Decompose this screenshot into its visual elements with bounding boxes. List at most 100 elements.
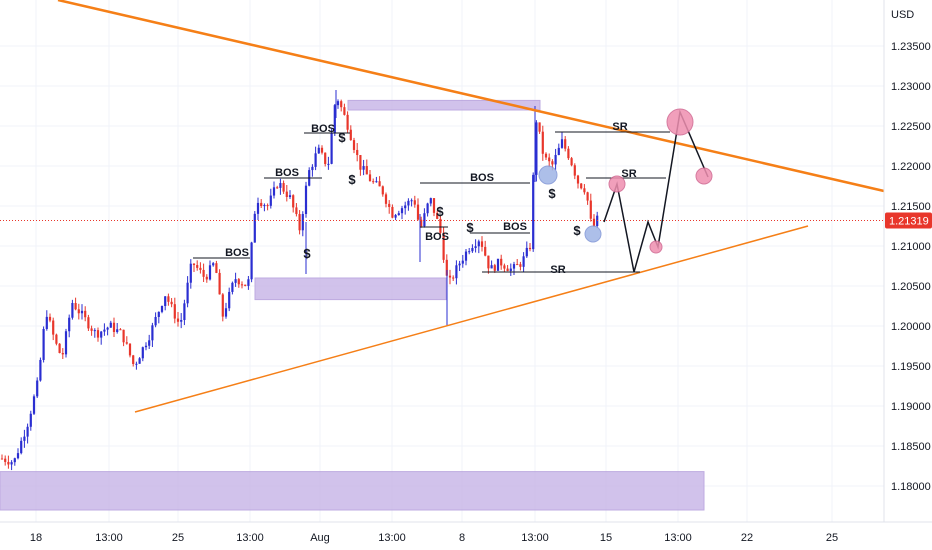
candle-body	[544, 153, 548, 158]
candle-body	[263, 205, 266, 207]
candle-body	[13, 458, 16, 463]
candle-body	[215, 263, 218, 273]
candle-body	[202, 269, 205, 277]
candle-body	[583, 188, 586, 193]
candle-body	[500, 258, 503, 266]
candle-body	[346, 114, 349, 130]
x-tick-label: 25	[826, 532, 838, 544]
candle-body	[231, 282, 234, 292]
candle-body	[487, 255, 490, 269]
candle-body	[480, 241, 484, 247]
candle-body	[39, 359, 42, 381]
y-tick-label: 1.21500	[891, 201, 931, 213]
candle-body	[557, 147, 560, 155]
candle-body	[189, 263, 192, 283]
y-tick-label: 1.22500	[891, 121, 931, 133]
y-tick-label: 1.20000	[891, 321, 931, 333]
candle-body	[548, 157, 551, 162]
candle-body	[0, 458, 4, 460]
candle-body	[212, 263, 215, 266]
candle-body	[388, 203, 391, 207]
candle-body	[234, 279, 237, 283]
candle-body	[333, 105, 336, 133]
candle-body	[144, 345, 148, 348]
x-tick-label: Aug	[310, 532, 330, 544]
bos-label: BOS	[311, 123, 335, 135]
candle-body	[68, 317, 71, 332]
candle-body	[452, 277, 455, 279]
candle-body	[503, 265, 506, 269]
candle-body	[55, 334, 58, 344]
candle-body	[247, 279, 250, 286]
liquidity-circle	[666, 108, 694, 136]
candle-body	[237, 279, 240, 285]
candle-body	[298, 214, 301, 231]
candle-body	[157, 311, 160, 317]
candle-body	[535, 122, 538, 175]
ascending-trendline	[134, 225, 809, 413]
candle-body	[439, 218, 442, 233]
supply-demand-zones	[0, 99, 705, 511]
candle-body	[512, 264, 516, 269]
zone	[254, 277, 447, 301]
y-tick-label: 1.19000	[891, 401, 931, 413]
descending-trendline	[57, 0, 885, 193]
candle-body	[317, 147, 320, 154]
candle-body	[340, 101, 343, 108]
candle-body	[477, 241, 480, 247]
candle-body	[560, 139, 564, 148]
candle-body	[106, 327, 109, 330]
candle-body	[48, 316, 52, 321]
candle-body	[564, 139, 567, 149]
candle-body	[330, 132, 333, 164]
candle-body	[228, 291, 231, 309]
candle-body	[224, 308, 228, 317]
candle-body	[260, 202, 263, 206]
candle-body	[432, 198, 436, 213]
candle-body	[448, 275, 452, 278]
y-tick-label: 1.18500	[891, 441, 931, 453]
candle-body	[141, 347, 144, 359]
x-tick-label: 22	[741, 532, 753, 544]
candle-body	[295, 207, 298, 215]
candle-body	[400, 208, 404, 214]
candle-body	[80, 310, 84, 314]
x-tick-label: 13:00	[664, 532, 692, 544]
candle-body	[135, 363, 138, 365]
candle-body	[282, 183, 285, 192]
candle-body	[372, 181, 375, 183]
candle-body	[32, 396, 36, 414]
dollar-label: $	[338, 130, 346, 145]
candle-body	[100, 331, 103, 338]
candle-body	[365, 166, 368, 175]
candle-body	[77, 309, 80, 314]
liquidity-circle	[538, 165, 558, 185]
candle-body	[324, 152, 327, 164]
sr-label: SR	[550, 264, 565, 276]
candle-body	[416, 204, 420, 220]
candle-body	[484, 246, 487, 256]
candle-body	[52, 320, 55, 335]
candle-body	[413, 200, 416, 205]
candle-body	[16, 453, 20, 459]
candle-body	[192, 263, 196, 266]
candle-body	[221, 294, 224, 317]
liquidity-circle	[584, 225, 602, 243]
candle-body	[506, 268, 509, 271]
candle-body	[218, 272, 221, 295]
candle-body	[71, 303, 74, 318]
candle-body	[554, 154, 557, 165]
candle-body	[343, 107, 346, 115]
candle-body	[132, 355, 135, 364]
candle-body	[170, 301, 173, 305]
candle-body	[368, 174, 372, 182]
zone	[347, 99, 541, 111]
price-axis	[884, 0, 932, 550]
dollar-label: $	[573, 223, 581, 238]
candle-body	[375, 181, 378, 183]
candle-body	[327, 163, 330, 165]
candle-body	[336, 101, 340, 106]
candle-body	[468, 251, 471, 253]
candle-body	[573, 165, 576, 176]
